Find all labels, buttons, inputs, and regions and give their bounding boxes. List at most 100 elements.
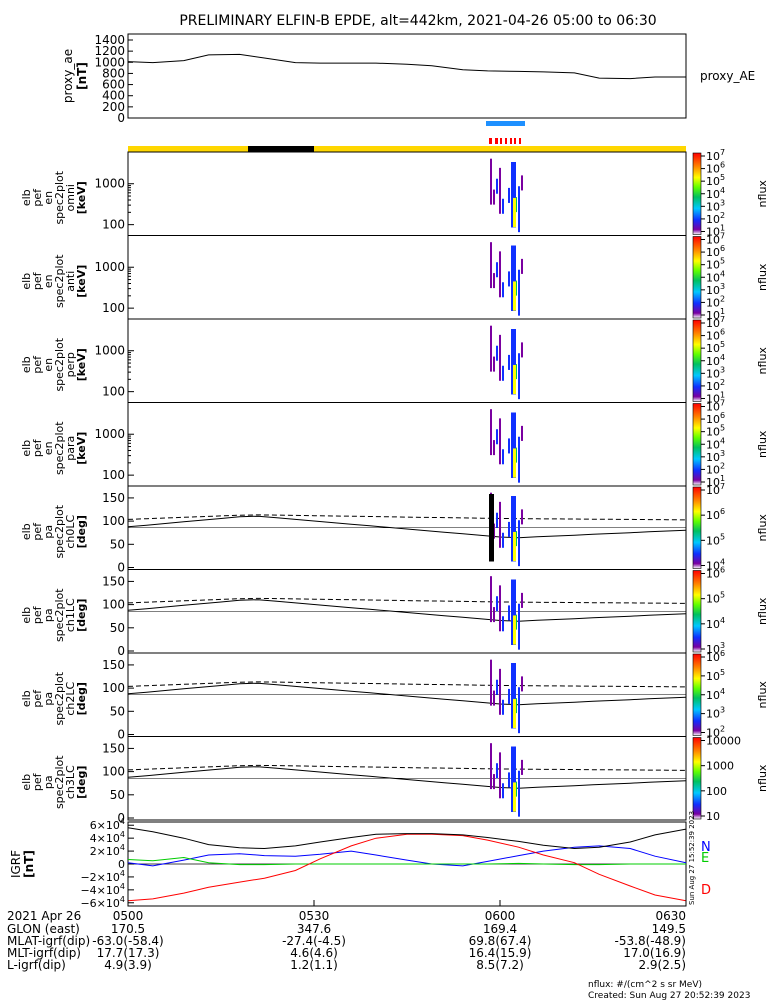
row-value: -27.4(-4.5) <box>282 934 346 948</box>
flux-column <box>511 412 516 478</box>
colorbar-label: nflux <box>756 764 769 792</box>
spin-mark <box>495 138 498 144</box>
spectrogram-panels: 1000100elbpefenspec2plotomni[keV]1071061… <box>20 148 769 825</box>
colorbar-tick-label: 102 <box>706 378 725 393</box>
row-value: -63.0(-58.4) <box>92 934 163 948</box>
panel-elb_pef_pa_spec2plot_ch2LC: 150100500elbpefpaspec2plotch2LC[deg]1061… <box>20 649 769 742</box>
panel-ylabel: pef <box>31 689 44 708</box>
igrf-ylabel: IGRF <box>9 850 23 878</box>
created-note: Created: Sun Aug 27 20:52:39 2023 <box>588 991 750 1000</box>
colorbar-tick-label: 105 <box>706 532 725 547</box>
panel-ylabel: spec2plot <box>53 170 66 224</box>
row-value: -53.8(-48.9) <box>615 934 686 948</box>
colorbar-tick-label: 10 <box>706 810 720 823</box>
row-value: 2.9(2.5) <box>638 958 686 972</box>
colorbar-tick-label: 104 <box>706 558 725 573</box>
flux-spike <box>521 258 523 274</box>
colorbar-tick-label: 102 <box>706 725 725 740</box>
flux-spike <box>496 679 498 695</box>
panel-ylabel: ch2LC <box>64 682 77 716</box>
igrf-y-tick-label: 2×104 <box>90 843 125 858</box>
science-zone-bar <box>486 121 525 126</box>
colorbar-tick-label: 104 <box>706 687 725 702</box>
side-stamp: Sun Aug 27 15:52:39 2023 <box>688 811 696 905</box>
row-label: L-igrf(dip) <box>7 958 66 972</box>
colorbar: 10000 1000 100 10 nflux <box>692 735 769 823</box>
igrf-y-tick-label: −4×104 <box>80 882 125 897</box>
colorbar: 106 105 104 103 nflux <box>692 566 769 656</box>
panel-ylabel: pa <box>42 608 55 622</box>
flux-spike <box>499 752 501 799</box>
flux-spike <box>518 186 520 233</box>
y-tick-label: 150 <box>102 491 125 505</box>
panel-ylabel: ch1LC <box>64 598 77 632</box>
flux-spike <box>521 759 523 775</box>
flux-spike <box>496 262 498 278</box>
flux-spike <box>499 334 501 381</box>
flux-spike <box>508 354 510 370</box>
igrf-y-tick-label: −2×104 <box>80 869 125 884</box>
proxy-ae-ylabel: proxy_ae <box>61 49 75 103</box>
igrf-ylabel-units: [nT] <box>22 850 36 878</box>
colorbar-gradient <box>692 737 702 820</box>
colorbar-tick-label: 105 <box>706 668 725 683</box>
flux-column-high <box>513 281 516 311</box>
colorbar-gradient <box>692 653 702 736</box>
flux-spike <box>496 512 498 528</box>
y-tick-label: 1000 <box>94 427 125 441</box>
flux-spike <box>493 690 495 706</box>
flux-spike <box>493 189 495 205</box>
panel-elb_pef_en_spec2plot_perp: 1000100elbpefenspec2plotperp[keV]1071061… <box>20 315 769 406</box>
loss-cone-line <box>127 515 687 539</box>
y-tick-label: 0 <box>117 644 125 658</box>
panel-frame <box>127 151 687 236</box>
y-tick-label: 150 <box>102 741 125 755</box>
row-value: 17.0(16.9) <box>623 946 686 960</box>
panel-ylabel: perp <box>64 352 77 377</box>
panel-ylabel: elb <box>20 273 33 290</box>
flux-spike <box>502 532 504 548</box>
colorbar-tick-label: 107 <box>706 315 725 330</box>
panel-ylabel: elb <box>20 774 33 791</box>
units-note: nflux: #/(cm^2 s sr MeV) <box>588 980 702 990</box>
flux-spike <box>502 616 504 632</box>
panel-ylabel: pef <box>31 438 44 457</box>
colorbar-tick-label: 106 <box>706 161 725 176</box>
colorbar-tick-label: 103 <box>706 641 725 656</box>
proxy-ae-tick-label: 800 <box>102 66 125 80</box>
panel-elb_pef_pa_spec2plot_ch0LC: 150100500elbpefpaspec2plotch0LC[deg]1071… <box>20 482 769 575</box>
panel-ylabel: para <box>64 436 77 461</box>
flux-spike <box>493 774 495 790</box>
colorbar-tick-label: 101 <box>706 307 725 322</box>
row-value: 4.9(3.9) <box>104 958 152 972</box>
y-tick-label: 50 <box>110 621 125 635</box>
panel-ylabel: pef <box>31 355 44 374</box>
flux-column <box>511 329 516 395</box>
flux-spike <box>490 409 492 456</box>
row-value: 149.5 <box>652 922 686 936</box>
igrf-legend-d: D <box>701 883 711 898</box>
panel-ylabel: pef <box>31 188 44 207</box>
colorbar-label: nflux <box>756 597 769 625</box>
flux-column <box>511 245 516 311</box>
row-label: MLAT-igrf(dip) <box>7 934 90 948</box>
flux-spike <box>508 688 510 704</box>
colorbar-tick-label: 101 <box>706 224 725 239</box>
flux-column-high <box>513 448 516 478</box>
flux-spike <box>493 607 495 623</box>
y-tick-label: 1000 <box>94 260 125 274</box>
colorbar-tick-label: 105 <box>706 340 725 355</box>
flux-column-high <box>513 531 516 562</box>
y-tick-label: 0 <box>117 811 125 825</box>
flux-spike <box>499 251 501 298</box>
proxy-ae-tick-label: 1400 <box>94 33 125 47</box>
panel-ylabel: [deg] <box>75 515 88 548</box>
igrf-y-tick-label: −6×104 <box>80 895 125 910</box>
flux-spike <box>502 365 504 381</box>
igrf-y-tick-label: 0 <box>118 858 125 871</box>
colorbar-tick-label: 105 <box>706 257 725 272</box>
colorbar-tick-label: 107 <box>706 148 725 163</box>
